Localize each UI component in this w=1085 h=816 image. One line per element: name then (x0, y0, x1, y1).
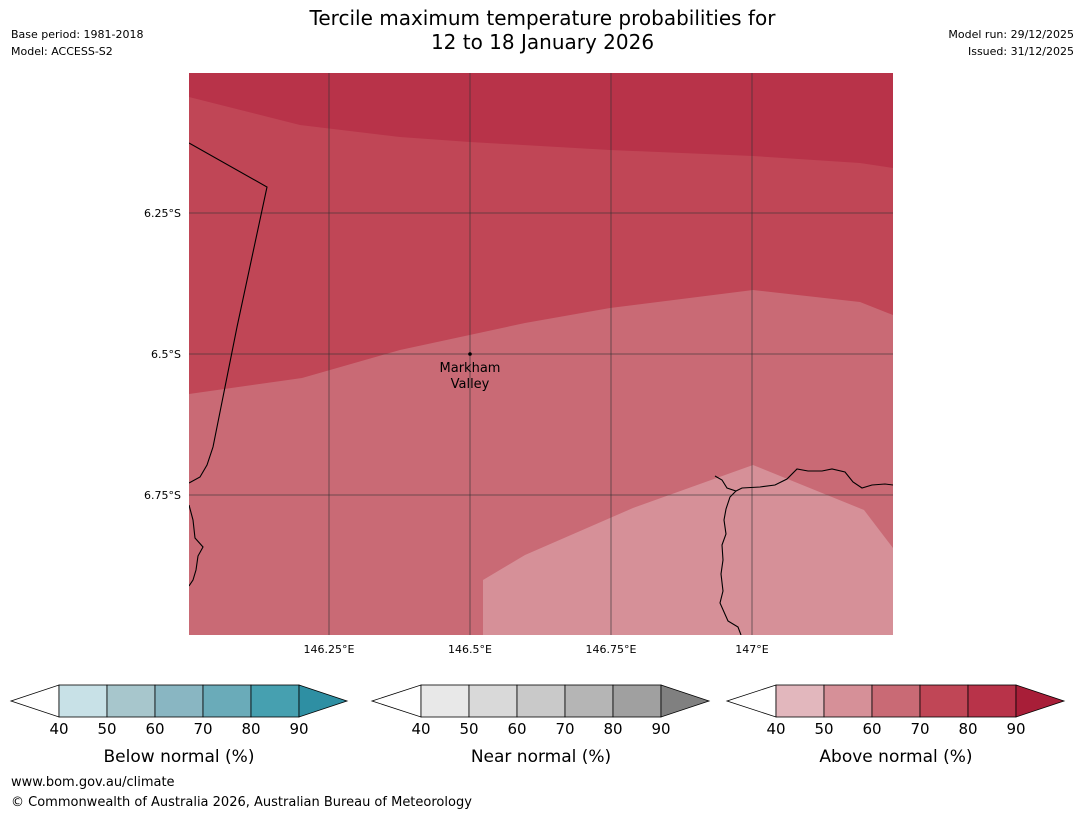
colorbar-near-bin-70-80 (564, 684, 614, 718)
base-period-text: Base period: 1981-2018 (11, 28, 144, 41)
tick-label: 50 (814, 720, 833, 738)
colorbar-below-bin-80-90 (250, 684, 300, 718)
colorbar-above-extend-high (1015, 684, 1066, 718)
tick-label: 70 (910, 720, 929, 738)
tick-label: 70 (193, 720, 212, 738)
province-border (189, 142, 268, 484)
colorbar-above-bin-80-90 (967, 684, 1017, 718)
river-line (719, 490, 742, 635)
colorbar-near-normal: 40 50 60 70 80 90 Near normal (%) (370, 684, 711, 767)
colorbar-above-ticks: 40 50 60 70 80 90 (766, 720, 1025, 738)
colorbar-above-bin-60-70 (871, 684, 921, 718)
map-area (189, 73, 893, 635)
colorbar-below-normal: 40 50 60 70 80 90 Below normal (%) (9, 684, 349, 767)
colorbar-near-bin-60-70 (516, 684, 566, 718)
colorbar-near-extend-high (660, 684, 711, 718)
tick-label: 80 (603, 720, 622, 738)
model-text: Model: ACCESS-S2 (11, 45, 113, 58)
place-label-line1: Markham (440, 361, 501, 376)
lon-label-147: 147°E (735, 643, 768, 656)
colorbar-near-title: Near normal (%) (471, 747, 611, 767)
colorbar-below-bin-50-60 (106, 684, 156, 718)
colorbar-below-title: Below normal (%) (104, 747, 255, 767)
colorbar-near-bin-80-90 (612, 684, 662, 718)
colorbar-above-extend-low (725, 684, 777, 718)
colorbar-above-bin-50-60 (823, 684, 873, 718)
colorbar-above-normal: 40 50 60 70 80 90 Above normal (%) (725, 684, 1066, 767)
lon-label-146-75: 146.75°E (586, 643, 637, 656)
tick-label: 40 (49, 720, 68, 738)
region-70-80 (189, 73, 893, 168)
model-run-text: Model run: 29/12/2025 (948, 28, 1074, 41)
place-marker (468, 352, 472, 356)
coastline-west (189, 504, 204, 587)
coastline-east (714, 468, 893, 492)
colorbar-near-bin-50-60 (468, 684, 518, 718)
lat-labels: 6.25°S 6.5°S 6.75°S (144, 207, 181, 502)
meta-right: Model run: 29/12/2025 Issued: 31/12/2025 (948, 26, 1074, 60)
map-title-line2: 12 to 18 January 2026 (430, 30, 655, 54)
lon-label-146-25: 146.25°E (304, 643, 355, 656)
tick-label: 60 (507, 720, 526, 738)
tick-label: 90 (1006, 720, 1025, 738)
colorbar-above-title: Above normal (%) (819, 747, 972, 767)
tick-label: 50 (97, 720, 116, 738)
lat-label-6-25: 6.25°S (144, 207, 181, 220)
map-title-line1: Tercile maximum temperature probabilitie… (309, 6, 776, 30)
lat-label-6-75: 6.75°S (144, 489, 181, 502)
tick-label: 50 (459, 720, 478, 738)
colorbar-below-bin-70-80 (202, 684, 252, 718)
colorbar-below-extend-high (298, 684, 349, 718)
tick-label: 40 (766, 720, 785, 738)
graticule (189, 73, 893, 635)
tick-label: 40 (411, 720, 430, 738)
meta-left: Base period: 1981-2018 Model: ACCESS-S2 (11, 26, 143, 60)
colorbar-above-bin-70-80 (919, 684, 969, 718)
colorbar-below-extend-low (9, 684, 60, 718)
colorbar-below-bin-60-70 (154, 684, 204, 718)
tick-label: 80 (958, 720, 977, 738)
tick-label: 60 (145, 720, 164, 738)
tick-label: 70 (555, 720, 574, 738)
colorbar-below-ticks: 40 50 60 70 80 90 (49, 720, 308, 738)
tick-label: 80 (241, 720, 260, 738)
lon-label-146-5: 146.5°E (448, 643, 492, 656)
colorbar-above-bin-40-50 (775, 684, 825, 718)
place-label-line2: Valley (451, 377, 490, 392)
colorbar-below-bin-40-50 (58, 684, 108, 718)
colorbar-legend: 40 50 60 70 80 90 Below normal (%) 40 50… (9, 684, 1066, 767)
map-title: Tercile maximum temperature probabilitie… (0, 6, 1085, 54)
colorbar-near-bin-40-50 (420, 684, 470, 718)
footer-url: www.bom.gov.au/climate (11, 775, 175, 790)
tick-label: 90 (289, 720, 308, 738)
colorbar-near-extend-low (370, 684, 422, 718)
tick-label: 90 (651, 720, 670, 738)
lat-label-6-5: 6.5°S (151, 348, 181, 361)
footer-copyright: © Commonwealth of Australia 2026, Austra… (11, 795, 472, 810)
coastlines (189, 142, 893, 635)
lon-labels: 146.25°E 146.5°E 146.75°E 147°E (304, 643, 769, 656)
issued-text: Issued: 31/12/2025 (967, 45, 1074, 58)
tick-label: 60 (862, 720, 881, 738)
colorbar-near-ticks: 40 50 60 70 80 90 (411, 720, 670, 738)
